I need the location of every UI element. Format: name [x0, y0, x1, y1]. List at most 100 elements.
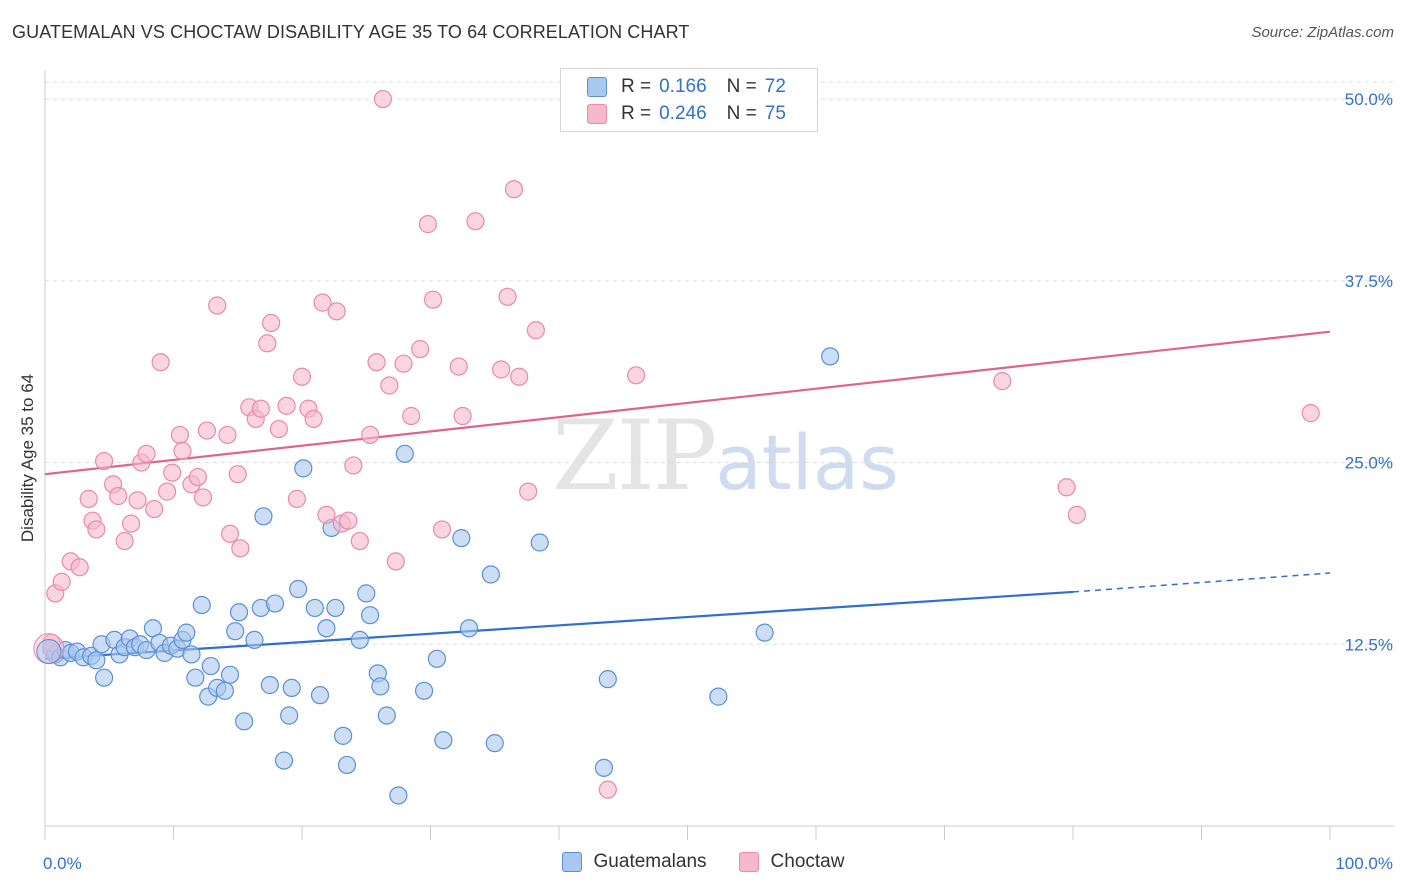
point-choctaw — [231, 539, 250, 558]
y-tick-label: 25.0% — [1345, 454, 1393, 473]
point-guatemalans — [201, 656, 220, 676]
point-cluster-guatemalans — [36, 639, 62, 665]
point-guatemalans — [414, 681, 434, 700]
point-guatemalans — [274, 751, 294, 770]
point-choctaw — [52, 572, 71, 591]
point-guatemalans — [229, 603, 249, 622]
point-choctaw — [344, 456, 363, 475]
legend-n-value: 75 — [764, 103, 786, 124]
legend-swatch-blue — [587, 77, 607, 97]
axes — [44, 70, 1394, 840]
chart-source: Source: ZipAtlas.com — [1251, 24, 1394, 41]
point-guatemalans — [192, 595, 211, 615]
point-choctaw — [304, 409, 323, 429]
point-guatemalans — [220, 665, 240, 684]
legend-label-choctaw: Choctaw — [770, 851, 845, 872]
y-axis-label: Disability Age 35 to 64 — [18, 374, 37, 542]
point-choctaw — [258, 334, 277, 353]
point-guatemalans — [427, 649, 447, 668]
point-choctaw — [145, 499, 164, 519]
trend-lines — [44, 330, 1331, 660]
point-choctaw — [510, 367, 529, 386]
point-guatemalans — [350, 630, 369, 650]
legend-swatch-blue — [561, 852, 582, 872]
point-choctaw — [208, 296, 227, 315]
point-choctaw — [313, 293, 332, 312]
legend-r-value: 0.166 — [659, 76, 707, 97]
point-guatemalans — [317, 619, 336, 638]
axis-labels: 12.5% 25.0% 37.5% 50.0% 0.0% 100.0% Disability… — [18, 90, 1393, 873]
point-guatemalans — [186, 668, 205, 687]
point-choctaw — [115, 531, 134, 551]
point-guatemalans — [337, 755, 357, 775]
data-points — [33, 89, 1320, 805]
point-guatemalans — [95, 668, 114, 687]
legend-row-choctaw: R = 0.246 N = 75 — [587, 103, 786, 125]
point-guatemalans — [289, 579, 308, 599]
point-guatemalans — [821, 347, 840, 366]
point-choctaw — [251, 399, 270, 418]
point-guatemalans — [357, 584, 376, 603]
point-choctaw — [292, 367, 312, 386]
point-guatemalans — [598, 670, 617, 689]
point-choctaw — [157, 482, 177, 501]
point-guatemalans — [260, 675, 279, 695]
point-choctaw — [277, 396, 296, 415]
point-choctaw — [151, 353, 170, 372]
point-choctaw — [1057, 478, 1076, 497]
point-choctaw — [598, 780, 617, 799]
point-guatemalans — [226, 622, 245, 641]
legend-n-label: N = — [726, 76, 757, 97]
point-choctaw — [380, 376, 399, 395]
legend-label-guatemalans: Guatemalans — [593, 851, 707, 872]
point-choctaw — [526, 321, 545, 340]
point-guatemalans — [310, 686, 330, 705]
point-choctaw — [87, 520, 106, 539]
point-choctaw — [367, 353, 386, 372]
point-choctaw — [423, 290, 443, 309]
point-choctaw — [394, 354, 413, 373]
point-guatemalans — [594, 758, 614, 777]
point-guatemalans — [87, 651, 106, 670]
y-tick-label: 12.5% — [1345, 635, 1393, 654]
point-choctaw — [1301, 404, 1320, 423]
point-choctaw — [193, 488, 213, 507]
legend-r-label: R = — [621, 103, 652, 124]
legend-swatch-pink — [738, 852, 759, 872]
point-choctaw — [504, 180, 524, 199]
point-choctaw — [228, 465, 247, 484]
point-guatemalans — [182, 645, 201, 664]
point-choctaw — [317, 505, 336, 524]
point-guatemalans — [265, 594, 285, 613]
legend-item-guatemalans[interactable]: Guatemalans — [561, 851, 707, 873]
point-choctaw — [262, 313, 281, 333]
point-guatemalans — [245, 630, 264, 650]
point-choctaw — [137, 444, 156, 463]
point-guatemalans — [280, 706, 299, 725]
point-choctaw — [402, 406, 421, 426]
legend-item-choctaw[interactable]: Choctaw — [738, 851, 845, 873]
point-choctaw — [121, 514, 141, 533]
point-guatemalans — [452, 529, 471, 548]
point-choctaw — [411, 340, 430, 359]
point-choctaw — [79, 489, 98, 508]
series-legend: Guatemalans Choctaw — [0, 851, 1406, 873]
x-tick-label-max: 100.0% — [1335, 854, 1393, 873]
point-guatemalans — [395, 444, 414, 463]
point-guatemalans — [361, 606, 380, 625]
point-guatemalans — [709, 687, 728, 706]
point-choctaw — [339, 511, 358, 530]
point-guatemalans — [334, 726, 353, 745]
point-choctaw — [373, 89, 393, 109]
y-tick-label: 50.0% — [1345, 90, 1393, 109]
point-choctaw — [170, 425, 190, 445]
point-guatemalans — [485, 734, 504, 753]
point-choctaw — [449, 357, 468, 376]
legend-swatch-pink — [587, 104, 607, 124]
point-guatemalans — [294, 459, 313, 478]
point-guatemalans — [434, 731, 453, 750]
point-choctaw — [386, 552, 405, 571]
point-guatemalans — [326, 598, 345, 618]
trend-line-guatemalans-extrapolated — [1072, 572, 1331, 593]
